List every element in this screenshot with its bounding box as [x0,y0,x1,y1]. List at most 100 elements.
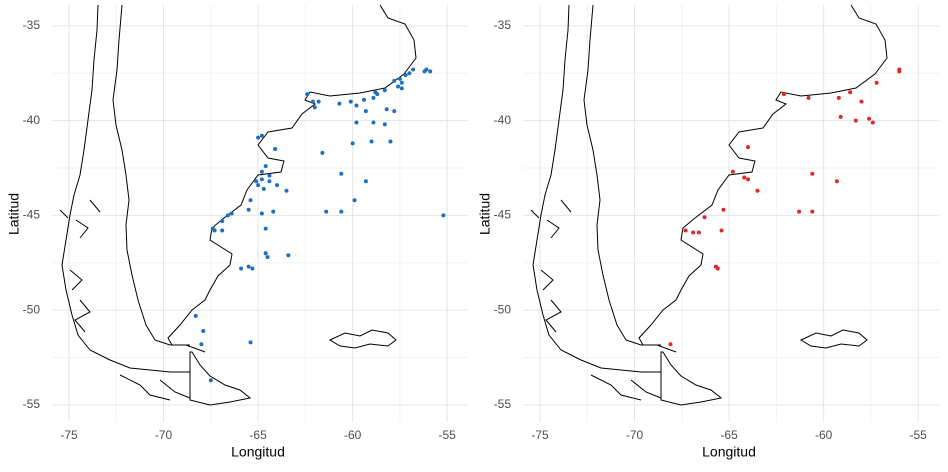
point [259,133,264,138]
point [407,71,412,76]
point [225,213,230,218]
y-tick-label: -55 [23,397,41,411]
point [354,120,359,125]
point [275,183,280,188]
x-tick-label: -75 [531,428,549,442]
y-tick-label: -50 [23,302,41,316]
x-tick-label: -55 [910,428,928,442]
point [259,177,264,182]
point [810,171,815,176]
point [897,67,902,72]
point [870,120,875,125]
panels: -75 -70 -65 -60 -55 -35 -40 -45 -50 -55 Longitud La… [6,4,939,460]
point [339,171,344,176]
x-tick-label: -60 [344,428,362,442]
point [267,179,272,184]
point [259,211,264,216]
point [312,105,317,110]
point [781,92,786,97]
x-tick-label: -55 [439,428,457,442]
y-axis-title: Latitud [6,193,22,235]
point [263,251,268,256]
y-tick-label: -50 [494,302,512,316]
y-tick-label: -40 [23,113,41,127]
point [220,228,225,233]
point [246,207,251,212]
point [853,118,858,123]
point [441,213,446,218]
point [392,109,397,114]
point [371,95,376,100]
y-tick-label: -40 [494,113,512,127]
point [273,147,278,152]
point [263,226,268,231]
point [324,209,329,214]
point [746,145,751,150]
y-tick-label: -55 [494,397,512,411]
point [810,209,815,214]
point [350,141,355,146]
point [369,139,374,144]
point [261,186,266,191]
point [859,99,864,104]
point [246,264,251,269]
point [208,378,213,383]
point [310,99,315,104]
point [715,266,720,271]
x-axis-title: Longitud [702,444,756,460]
point [668,342,673,347]
y-tick-label: -45 [23,208,41,222]
point [867,116,872,121]
point [848,90,853,95]
point [836,95,841,100]
point [284,188,289,193]
point [382,122,387,127]
point [248,198,253,203]
point [396,84,401,89]
x-tick-label: -70 [626,428,644,442]
point [320,150,325,155]
x-tick-label: -70 [155,428,173,442]
point [691,230,696,235]
point [874,80,879,85]
coastline [530,4,888,406]
point [339,209,344,214]
point [721,207,726,212]
point [348,99,353,104]
point [838,114,843,119]
point [254,179,259,184]
point [256,135,261,140]
map-panel: -75 -70 -65 -60 -55 -35 -40 -45 -50 -55 Longitud La… [477,4,939,460]
point [363,109,368,114]
point [834,179,839,184]
point [399,86,404,91]
point [797,209,802,214]
x-axis-title: Longitud [231,444,285,460]
point [271,209,276,214]
point [375,92,380,97]
point [719,228,724,233]
point [354,103,359,108]
point [362,97,366,102]
point [265,255,270,260]
point [267,173,272,178]
point [388,139,393,144]
point [363,179,368,184]
point [730,169,735,174]
point [220,219,225,224]
point [248,340,253,345]
point [286,253,291,258]
point [316,99,321,104]
point [742,175,747,180]
point [382,88,387,93]
point [428,69,433,74]
point [201,329,206,334]
point [702,215,707,220]
y-tick-label: -35 [23,18,41,32]
point [411,67,416,72]
point [746,177,751,182]
y-tick-label: -35 [494,18,512,32]
point [305,92,310,97]
point [212,228,217,233]
